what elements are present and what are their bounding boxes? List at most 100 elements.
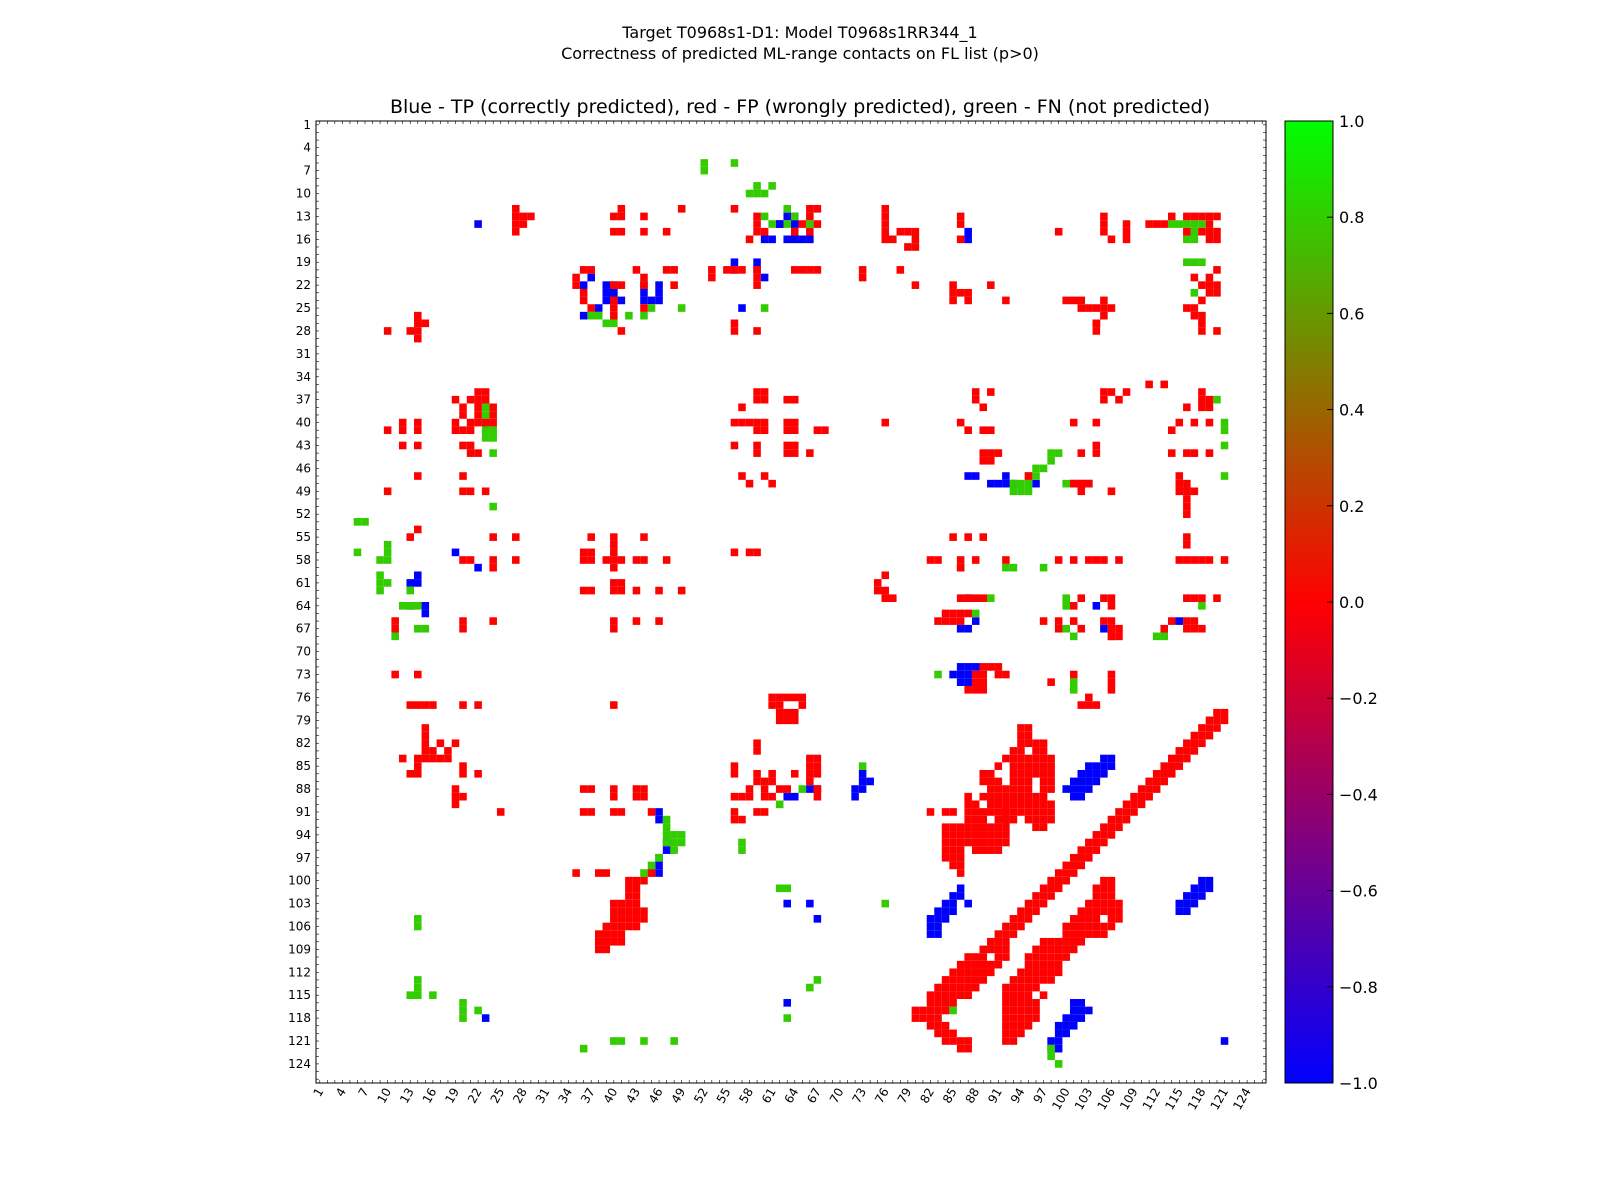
cell-fp — [459, 762, 467, 770]
cell-fp — [775, 693, 784, 702]
cell-fn — [414, 624, 422, 633]
cell-tp — [1100, 762, 1108, 770]
cell-fp — [640, 304, 648, 312]
cell-fp — [987, 838, 995, 847]
cell-fp — [987, 945, 995, 954]
cell-tp — [956, 670, 965, 679]
cell-fp — [406, 327, 415, 335]
cell-fp — [414, 769, 422, 778]
cell-fn — [1160, 632, 1168, 641]
cell-fp — [760, 808, 769, 816]
cell-fp — [406, 701, 415, 709]
cell-tp — [926, 930, 935, 938]
cell-fp — [481, 418, 490, 427]
cell-fp — [1205, 288, 1214, 297]
cell-fp — [783, 693, 791, 702]
cell-fp — [1190, 747, 1199, 755]
cell-fp — [1024, 769, 1033, 778]
cell-fp — [1183, 212, 1191, 221]
cell-fp — [1190, 212, 1199, 221]
cell-fn — [1017, 479, 1025, 488]
cell-fp — [730, 762, 739, 770]
cell-tp — [934, 907, 942, 916]
cell-fp — [1107, 831, 1116, 839]
cell-fp — [489, 403, 497, 412]
cell-fp — [1183, 403, 1191, 412]
cell-fp — [1032, 800, 1040, 809]
colorbar-tick-label: 0.0 — [1339, 593, 1364, 612]
cell-fp — [1077, 304, 1086, 312]
cell-fp — [579, 288, 588, 297]
cell-fp — [594, 869, 603, 877]
cell-fp — [941, 999, 950, 1007]
cell-fp — [1190, 556, 1199, 564]
y-tick-label: 31 — [296, 347, 311, 361]
cell-fp — [1160, 762, 1168, 770]
cell-fp — [971, 823, 980, 832]
cell-fp — [1009, 1006, 1018, 1015]
cell-fn — [1167, 220, 1176, 228]
cell-fn — [587, 311, 595, 320]
y-tick-label: 91 — [296, 805, 311, 819]
cell-fn — [1220, 418, 1229, 427]
cell-fp — [745, 418, 754, 427]
cell-fp — [1054, 876, 1063, 885]
cell-fp — [926, 1006, 935, 1015]
x-tick-label: 49 — [669, 1086, 689, 1106]
plot-area — [315, 120, 1267, 1084]
cell-fp — [1107, 304, 1116, 312]
cell-fp — [979, 769, 988, 778]
cell-fp — [1183, 510, 1191, 519]
cell-fp — [625, 915, 633, 923]
cell-fp — [1183, 487, 1191, 496]
cell-fp — [1115, 815, 1123, 824]
chart-title: Blue - TP (correctly predicted), red - F… — [390, 96, 1210, 118]
cell-fp — [1167, 449, 1176, 457]
cell-fp — [1002, 930, 1010, 938]
cell-fp — [459, 556, 467, 564]
cell-fp — [1024, 724, 1033, 732]
cell-fp — [1047, 945, 1055, 954]
cell-fp — [949, 533, 957, 541]
cell-fn — [1190, 258, 1199, 267]
cell-tp — [617, 296, 626, 305]
cell-fp — [1220, 556, 1229, 564]
cell-fp — [1183, 747, 1191, 755]
cell-fp — [572, 281, 580, 289]
cell-fn — [1017, 487, 1025, 496]
cell-fp — [1024, 808, 1033, 816]
cell-tp — [791, 235, 799, 244]
cell-fp — [1213, 594, 1221, 602]
cell-fp — [964, 808, 972, 816]
x-tick-label: 97 — [1030, 1086, 1050, 1106]
colorbar-tick-label: 0.4 — [1339, 401, 1364, 420]
cell-fp — [527, 212, 535, 221]
y-tick-label: 55 — [296, 530, 311, 544]
cell-fp — [640, 792, 648, 801]
cell-fp — [798, 220, 807, 228]
cell-fp — [1047, 678, 1055, 686]
cell-fp — [640, 556, 648, 564]
cell-fp — [956, 976, 965, 984]
cell-tp — [971, 472, 980, 480]
cell-fp — [949, 617, 957, 625]
cell-fp — [730, 418, 739, 427]
cell-fp — [956, 853, 965, 862]
cell-tp — [579, 311, 588, 320]
y-tick-label: 25 — [296, 301, 311, 315]
cell-tp — [655, 815, 663, 824]
cell-fp — [625, 876, 633, 885]
cell-tp — [1062, 1029, 1070, 1038]
cell-fp — [979, 808, 988, 816]
cell-fp — [730, 327, 739, 335]
cell-tp — [926, 915, 935, 923]
cell-fp — [474, 395, 482, 404]
y-tick-label: 70 — [296, 645, 311, 659]
cell-fp — [481, 487, 490, 496]
cell-fp — [760, 227, 769, 236]
cell-fp — [466, 395, 475, 404]
y-tick-label: 112 — [288, 965, 311, 979]
cell-fp — [964, 968, 972, 977]
cell-tp — [1190, 899, 1199, 908]
cell-fp — [1107, 899, 1116, 908]
